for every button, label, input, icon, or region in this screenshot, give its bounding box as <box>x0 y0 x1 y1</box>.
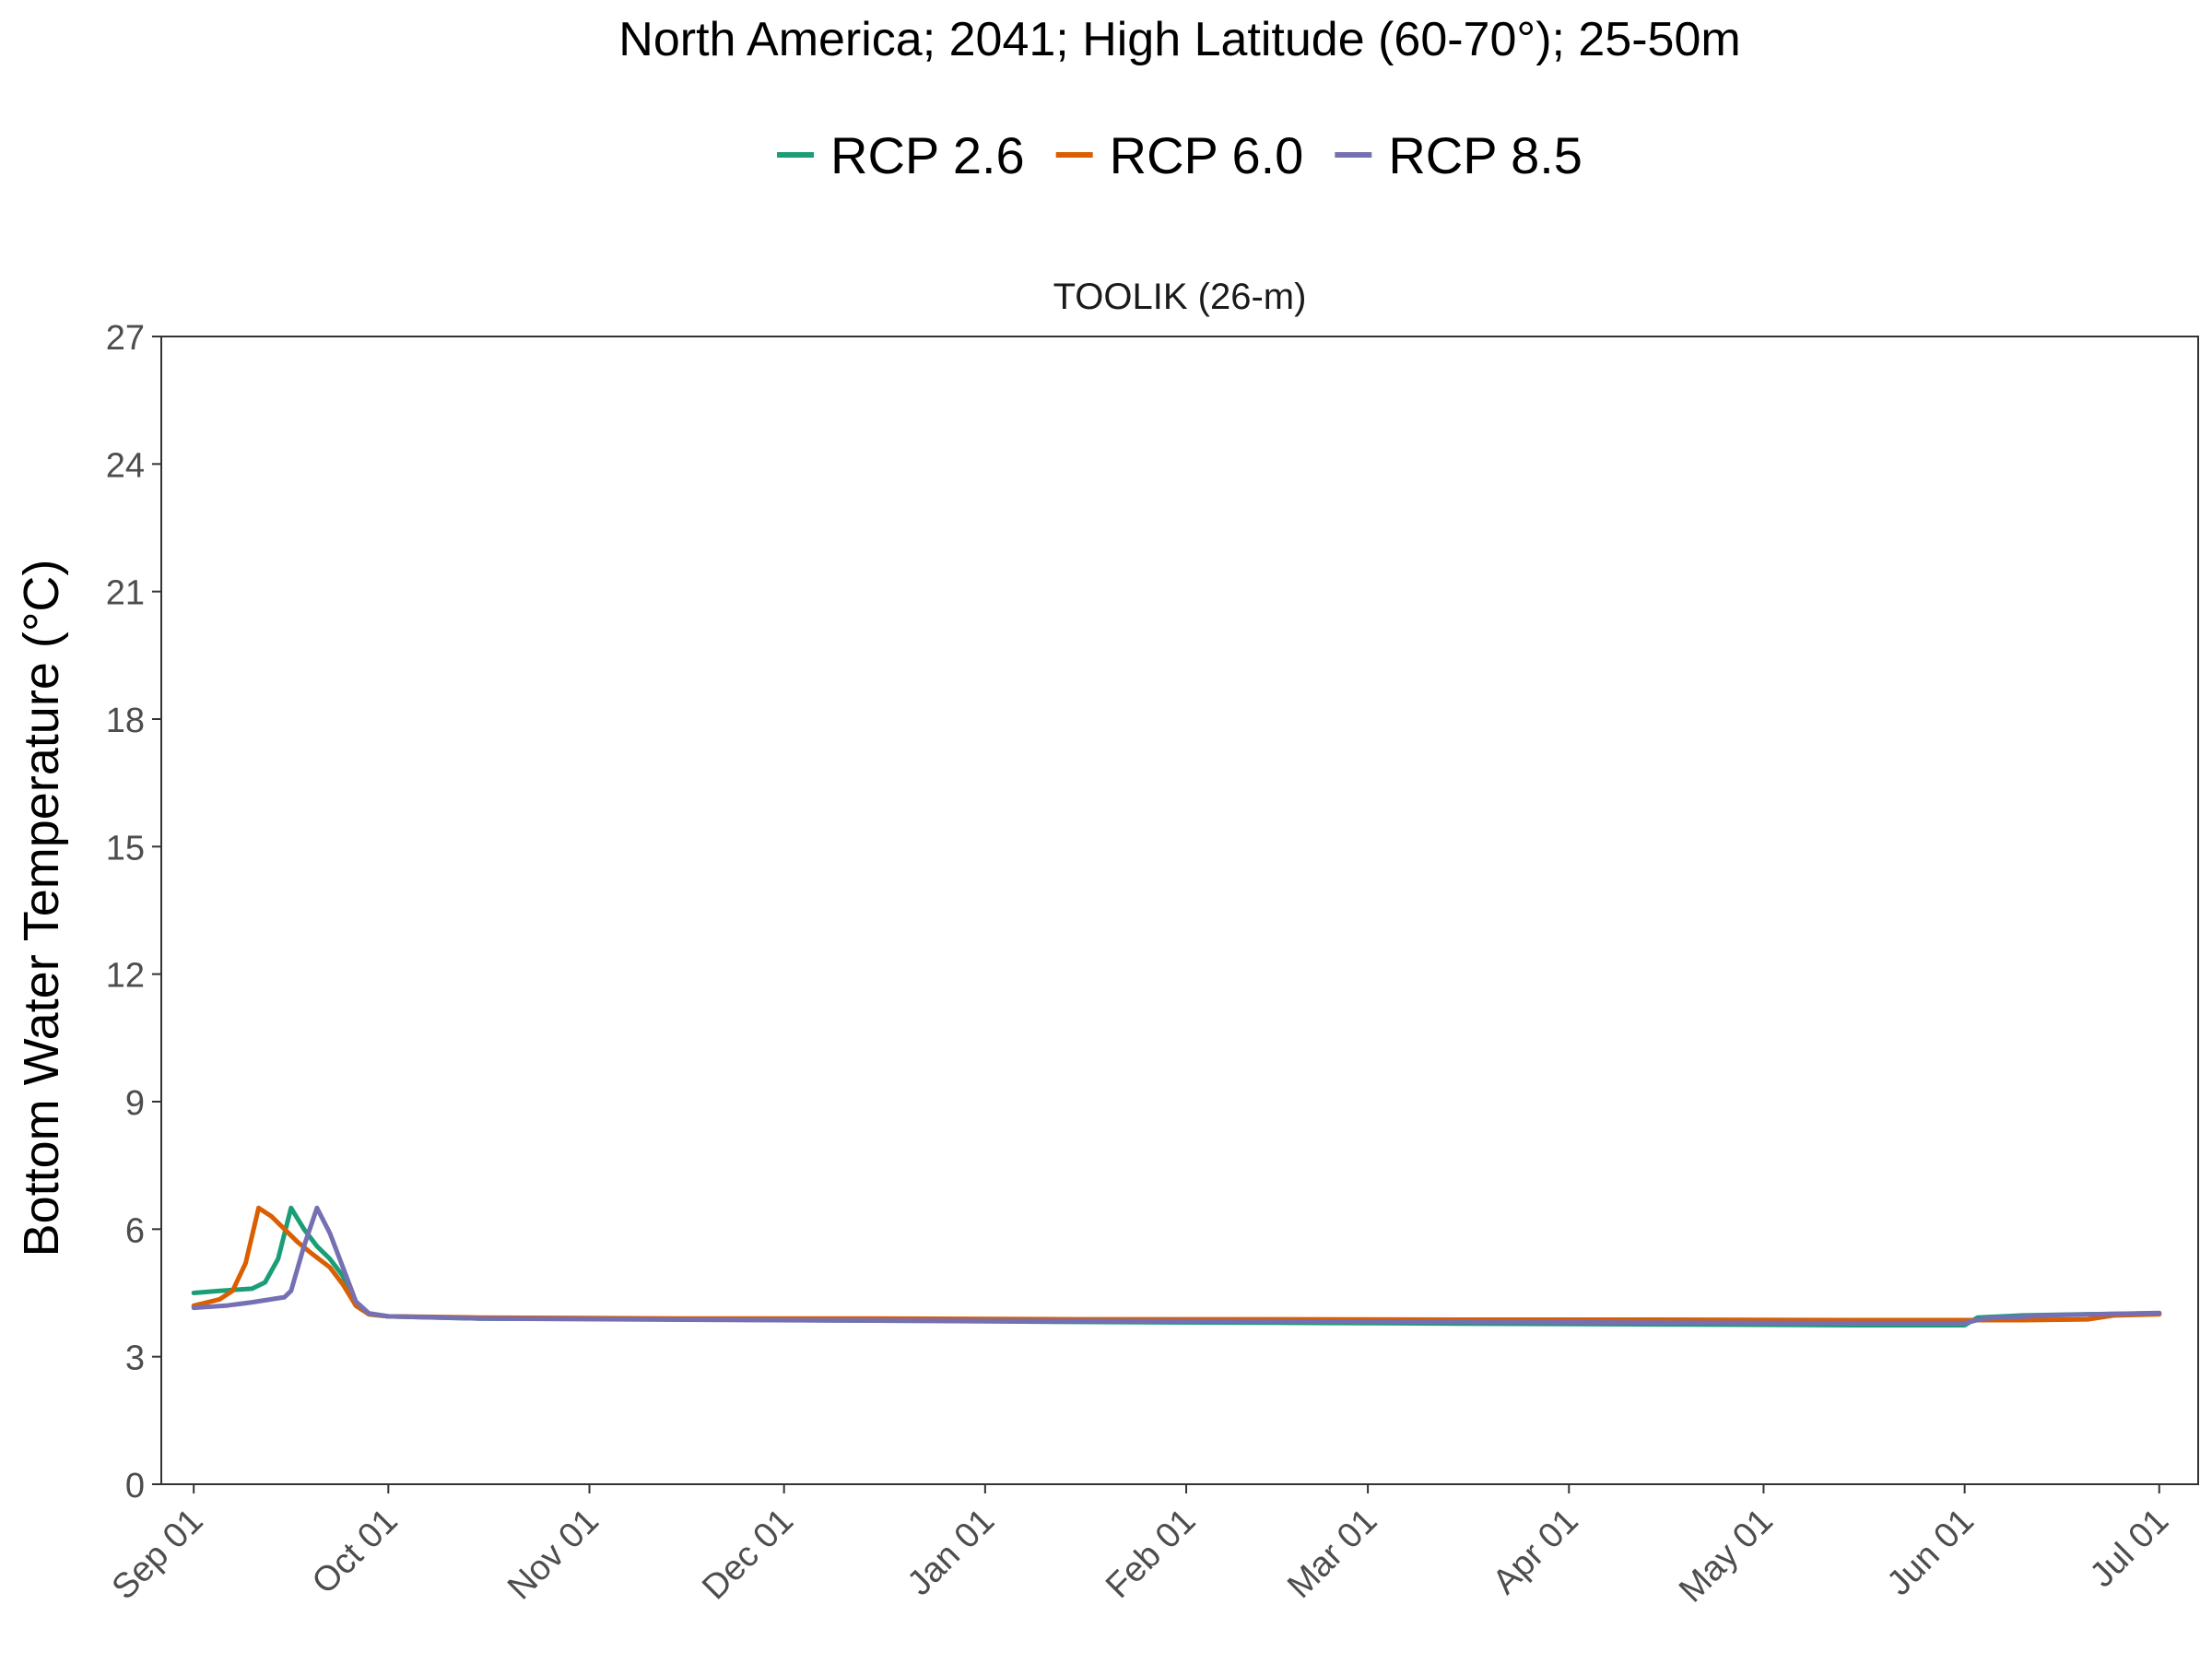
series-line-3 <box>191 1205 2162 1326</box>
y-tick-label: 3 <box>125 1339 145 1378</box>
y-tick-label: 18 <box>106 702 145 740</box>
legend: RCP 2.6 RCP 6.0 RCP 8.5 <box>777 126 1583 184</box>
series-lines <box>191 1205 2162 1328</box>
y-tick-label: 24 <box>106 446 145 485</box>
y-axis-label: Bottom Water Temperature (°C) <box>14 560 69 1257</box>
y-tick-label: 9 <box>125 1084 145 1123</box>
legend-label-2: RCP 6.0 <box>1110 126 1304 184</box>
legend-label-1: RCP 2.6 <box>830 126 1025 184</box>
y-tick-label: 0 <box>125 1467 145 1505</box>
y-tick-label: 21 <box>106 574 145 613</box>
y-tick-label: 12 <box>106 957 145 996</box>
chart-title: North America; 2041; High Latitude (60-7… <box>618 13 1740 66</box>
plot-panel-border <box>160 336 2199 1485</box>
y-tick-label: 15 <box>106 829 145 867</box>
y-axis: 0 3 6 9 12 15 18 21 24 27 <box>106 319 161 1505</box>
y-tick-label: 27 <box>106 319 145 358</box>
y-tick-label: 6 <box>125 1211 145 1250</box>
panel-title: TOOLIK (26-m) <box>1053 277 1307 317</box>
legend-label-3: RCP 8.5 <box>1388 126 1583 184</box>
